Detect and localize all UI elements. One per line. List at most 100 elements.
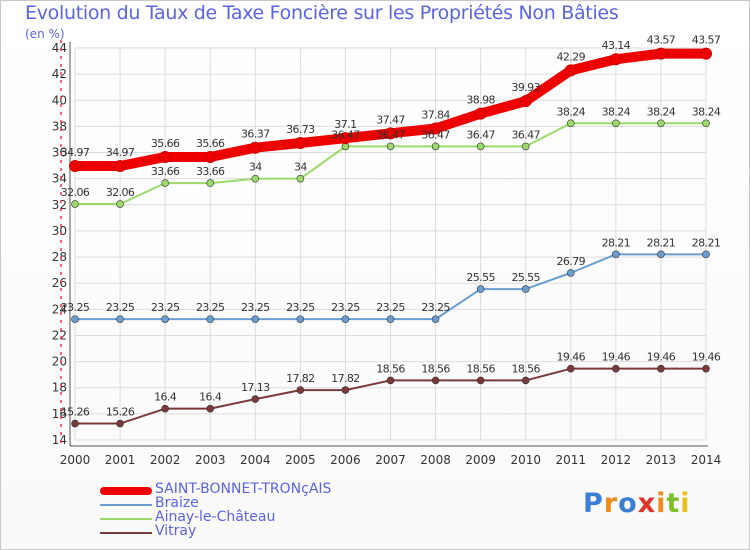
data-label: 36.73 — [286, 123, 315, 136]
x-tick-label: 2002 — [150, 453, 181, 467]
proxiti-logo: Proxiti — [583, 488, 691, 519]
y-tick-label: 36 — [52, 146, 67, 160]
y-tick-label: 30 — [52, 224, 67, 238]
data-label: 42.29 — [557, 50, 586, 63]
data-label: 23.25 — [331, 301, 360, 314]
data-label: 23.25 — [61, 301, 90, 314]
data-label: 28.21 — [692, 236, 721, 249]
data-label: 15.26 — [106, 406, 135, 419]
data-point — [657, 250, 665, 259]
data-label: 23.25 — [421, 301, 450, 314]
data-label: 19.46 — [602, 351, 631, 364]
x-tick-label: 2009 — [465, 453, 496, 467]
legend-swatch — [100, 487, 152, 495]
data-point — [521, 285, 530, 293]
data-point — [71, 315, 79, 323]
data-point — [566, 269, 575, 277]
data-label: 32.06 — [106, 186, 135, 199]
data-point — [206, 315, 215, 323]
data-label: 38.24 — [557, 105, 586, 118]
data-point — [296, 174, 305, 183]
logo-letter: o — [618, 488, 638, 519]
x-tick-label: 2012 — [601, 453, 632, 467]
data-point — [702, 250, 710, 259]
y-tick-label: 44 — [52, 41, 67, 55]
y-tick-label: 18 — [52, 381, 67, 395]
legend-label: SAINT-BONNET-TRONçAIS — [155, 481, 332, 497]
data-label: 33.66 — [151, 165, 180, 178]
data-label: 17.13 — [241, 381, 270, 394]
data-point — [251, 395, 260, 403]
data-label: 16.4 — [199, 391, 222, 404]
data-point — [609, 53, 622, 66]
x-tick-label: 2003 — [195, 453, 226, 467]
x-tick-label: 2013 — [646, 453, 677, 467]
y-tick-label: 42 — [52, 67, 67, 81]
data-point — [476, 376, 485, 385]
data-label: 37.1 — [334, 118, 356, 131]
data-label: 18.56 — [466, 362, 495, 375]
data-label: 39.93 — [511, 81, 540, 94]
data-label: 33.66 — [196, 165, 225, 178]
data-point — [657, 364, 665, 373]
data-point — [161, 179, 169, 187]
data-label: 38.24 — [647, 105, 676, 118]
data-label: 36.47 — [466, 128, 495, 141]
data-label: 19.46 — [557, 351, 586, 364]
data-label: 17.82 — [331, 372, 360, 385]
x-tick-label: 2004 — [240, 453, 271, 467]
data-label: 26.79 — [557, 255, 586, 268]
data-point — [521, 142, 530, 151]
data-label: 37.47 — [376, 113, 405, 126]
data-point — [476, 142, 485, 151]
data-label: 38.98 — [466, 94, 495, 107]
y-tick-label: 20 — [52, 355, 67, 369]
axes: 14 16 18 20 22 24 26 28 30 32 34 36 38 40 42 44 2000 2001… — [52, 40, 721, 467]
data-point — [566, 364, 575, 373]
data-point — [116, 315, 124, 323]
data-point — [204, 150, 217, 163]
data-point — [206, 404, 215, 413]
data-label: 23.25 — [286, 301, 315, 314]
data-point — [69, 159, 81, 172]
data-label: 23.25 — [151, 301, 180, 314]
data-label: 23.25 — [196, 301, 225, 314]
data-point — [386, 142, 395, 151]
data-point — [159, 150, 172, 163]
data-point — [386, 376, 395, 385]
data-point — [521, 376, 530, 385]
x-tick-label: 2010 — [510, 453, 541, 467]
legend-label: Braize — [155, 495, 199, 511]
data-point — [251, 315, 260, 323]
data-label: 18.56 — [511, 362, 540, 375]
data-point — [341, 315, 350, 323]
data-point — [476, 285, 485, 293]
logo-letter: i — [680, 488, 691, 519]
data-point — [564, 64, 577, 77]
logo-letter: i — [656, 488, 667, 519]
data-point — [612, 364, 620, 373]
data-label: 34 — [294, 161, 307, 174]
data-label: 17.82 — [286, 372, 315, 385]
data-point — [384, 127, 397, 140]
data-point — [657, 119, 665, 128]
data-point — [71, 200, 79, 208]
y-tick-label: 32 — [52, 198, 67, 212]
logo-letter: t — [666, 488, 681, 519]
x-tick-label: 2007 — [375, 453, 406, 467]
x-tick-label: 2011 — [556, 453, 587, 467]
data-label: 15.26 — [61, 406, 90, 419]
y-tick-label: 26 — [52, 276, 67, 290]
data-label: 23.25 — [106, 301, 135, 314]
y-tick-label: 38 — [52, 119, 67, 133]
data-point — [612, 250, 620, 259]
chart-title: Evolution du Taux de Taxe Foncière sur l… — [25, 2, 619, 24]
y-tick-label: 24 — [52, 302, 67, 316]
data-point — [431, 142, 440, 151]
data-point — [114, 159, 127, 172]
data-label: 35.66 — [196, 137, 225, 150]
data-point — [702, 364, 710, 373]
data-labels: 34.97 34.97 35.66 35.66 36.37 36.73 37.1 37.47 3… — [61, 34, 722, 419]
